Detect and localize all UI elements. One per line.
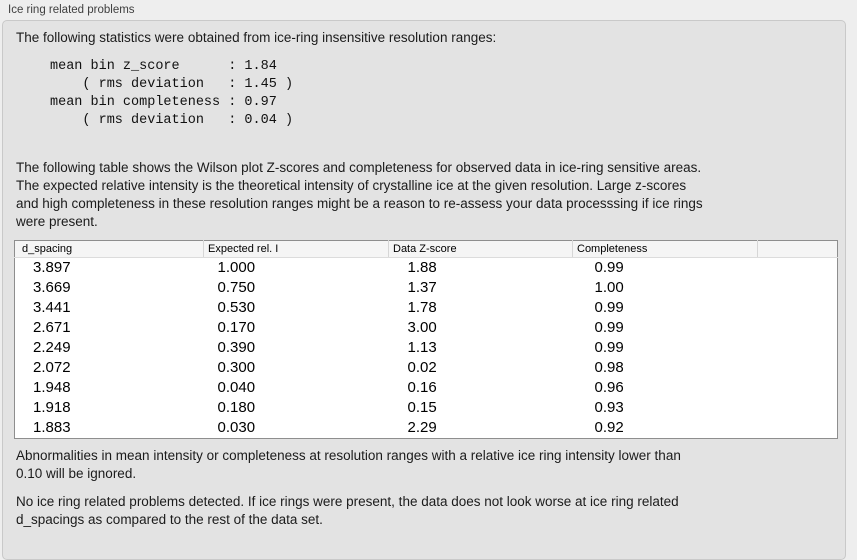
cell-data-z-score: 0.02 (407, 359, 437, 376)
cell-expected-rel-i: 0.390 (217, 339, 256, 356)
cell-d-spacing: 3.669 (33, 279, 71, 296)
table-intro-text: The following table shows the Wilson plo… (16, 160, 703, 229)
cell-d-spacing: 2.671 (33, 319, 71, 336)
cell-data-z-score: 1.88 (407, 259, 437, 276)
ice-ring-table[interactable]: d_spacing Expected rel. I Data Z-score C… (14, 240, 838, 439)
cell-completeness: 0.99 (594, 299, 624, 316)
table-row[interactable]: 2.249 0.390 1.13 0.99 (15, 338, 838, 358)
cell-data-z-score: 3.00 (407, 319, 437, 336)
cell-expected-rel-i: 0.300 (217, 359, 256, 376)
table-row[interactable]: 3.669 0.750 1.37 1.00 (15, 278, 838, 298)
table-row[interactable]: 2.671 0.170 3.00 0.99 (15, 318, 838, 338)
table-row[interactable]: 3.897 1.000 1.88 0.99 (15, 258, 838, 279)
ice-ring-panel: The following statistics were obtained f… (2, 20, 846, 560)
cell-d-spacing: 1.883 (33, 419, 71, 436)
cell-expected-rel-i: 0.750 (217, 279, 256, 296)
cell-data-z-score: 1.78 (407, 299, 437, 316)
table-row[interactable]: 2.072 0.300 0.02 0.98 (15, 358, 838, 378)
cell-empty (758, 318, 838, 338)
panel-title: Ice ring related problems (8, 4, 135, 16)
cell-data-z-score: 1.37 (407, 279, 437, 296)
table-row[interactable]: 3.441 0.530 1.78 0.99 (15, 298, 838, 318)
cell-expected-rel-i: 0.040 (217, 379, 256, 396)
cell-completeness: 0.98 (594, 359, 624, 376)
cell-empty (758, 418, 838, 439)
table-header-row: d_spacing Expected rel. I Data Z-score C… (14, 240, 838, 258)
cell-empty (758, 358, 838, 378)
cell-completeness: 0.93 (594, 399, 624, 416)
stats-block: mean bin z_score : 1.84 ( rms deviation … (50, 59, 294, 128)
cell-empty (758, 378, 838, 398)
table-row[interactable]: 1.918 0.180 0.15 0.93 (15, 398, 838, 418)
column-header-data-z-score[interactable]: Data Z-score (388, 240, 573, 258)
ignore-note: Abnormalities in mean intensity or compl… (16, 448, 681, 481)
cell-empty (758, 278, 838, 298)
conclusion-text: No ice ring related problems detected. I… (16, 494, 679, 527)
cell-data-z-score: 2.29 (407, 419, 437, 436)
cell-data-z-score: 1.13 (407, 339, 437, 356)
cell-empty (758, 298, 838, 318)
cell-completeness: 0.99 (594, 259, 624, 276)
cell-d-spacing: 2.249 (33, 339, 71, 356)
cell-completeness: 0.99 (594, 339, 624, 356)
cell-empty (758, 398, 838, 418)
cell-expected-rel-i: 0.530 (217, 299, 256, 316)
table-row[interactable]: 1.948 0.040 0.16 0.96 (15, 378, 838, 398)
cell-completeness: 0.96 (594, 379, 624, 396)
cell-expected-rel-i: 1.000 (217, 259, 256, 276)
cell-empty (758, 258, 838, 279)
cell-d-spacing: 1.948 (33, 379, 71, 396)
cell-empty (758, 338, 838, 358)
cell-expected-rel-i: 0.170 (217, 319, 256, 336)
cell-expected-rel-i: 0.180 (217, 399, 256, 416)
cell-data-z-score: 0.16 (407, 379, 437, 396)
cell-completeness: 1.00 (594, 279, 624, 296)
cell-completeness: 0.92 (594, 419, 624, 436)
cell-d-spacing: 3.897 (33, 259, 71, 276)
cell-data-z-score: 0.15 (407, 399, 437, 416)
table-row[interactable]: 1.883 0.030 2.29 0.92 (15, 418, 838, 439)
cell-d-spacing: 3.441 (33, 299, 71, 316)
column-header-empty[interactable] (757, 240, 838, 258)
column-header-completeness[interactable]: Completeness (572, 240, 758, 258)
cell-d-spacing: 2.072 (33, 359, 71, 376)
column-header-expected-rel-i[interactable]: Expected rel. I (203, 240, 389, 258)
cell-completeness: 0.99 (594, 319, 624, 336)
cell-expected-rel-i: 0.030 (217, 419, 256, 436)
intro-text: The following statistics were obtained f… (16, 30, 497, 45)
column-header-d-spacing[interactable]: d_spacing (14, 240, 204, 258)
cell-d-spacing: 1.918 (33, 399, 71, 416)
